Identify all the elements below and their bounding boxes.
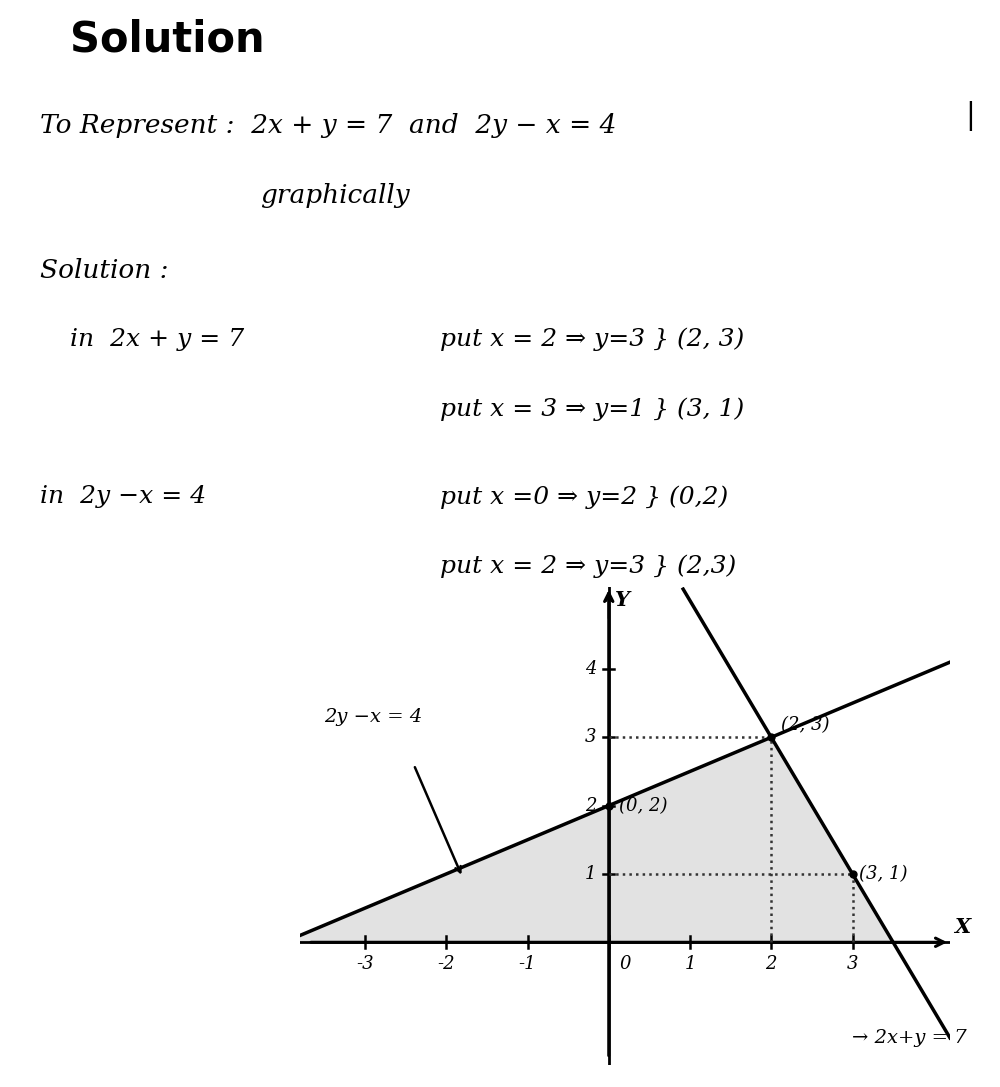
Text: -1: -1 <box>519 954 536 973</box>
Text: graphically: graphically <box>260 183 410 208</box>
Text: Y: Y <box>615 590 630 611</box>
Text: put x =0 ⇒ y=2 } (0,2): put x =0 ⇒ y=2 } (0,2) <box>440 486 728 509</box>
Text: Solution :: Solution : <box>40 259 168 284</box>
Text: 2: 2 <box>766 954 777 973</box>
Text: (2, 3): (2, 3) <box>781 716 830 734</box>
Text: -3: -3 <box>356 954 374 973</box>
Text: 1: 1 <box>684 954 696 973</box>
Text: in  2x + y = 7: in 2x + y = 7 <box>70 328 244 351</box>
Text: X: X <box>954 916 970 937</box>
Text: → 2x+y = 7: → 2x+y = 7 <box>852 1029 967 1047</box>
Text: 3: 3 <box>585 728 597 747</box>
Text: 3: 3 <box>847 954 858 973</box>
Text: in  2y −x = 4: in 2y −x = 4 <box>40 486 206 509</box>
Text: 2y −x = 4: 2y −x = 4 <box>324 708 423 726</box>
Text: put x = 2 ⇒ y=3 } (2, 3): put x = 2 ⇒ y=3 } (2, 3) <box>440 328 744 351</box>
Text: -2: -2 <box>437 954 455 973</box>
Text: Solution: Solution <box>70 18 265 61</box>
Polygon shape <box>284 737 893 942</box>
Text: 4: 4 <box>585 660 597 678</box>
Text: 0: 0 <box>619 954 631 973</box>
Text: To Represent :  2x + y = 7  and  2y − x = 4: To Represent : 2x + y = 7 and 2y − x = 4 <box>40 113 616 138</box>
Text: (3, 1): (3, 1) <box>859 865 908 883</box>
Text: (0, 2): (0, 2) <box>619 797 668 814</box>
Text: 2: 2 <box>585 797 597 814</box>
Text: put x = 2 ⇒ y=3 } (2,3): put x = 2 ⇒ y=3 } (2,3) <box>440 554 736 578</box>
Text: put x = 3 ⇒ y=1 } (3, 1): put x = 3 ⇒ y=1 } (3, 1) <box>440 397 744 421</box>
Text: 1: 1 <box>585 865 597 883</box>
Text: |: | <box>965 101 975 130</box>
